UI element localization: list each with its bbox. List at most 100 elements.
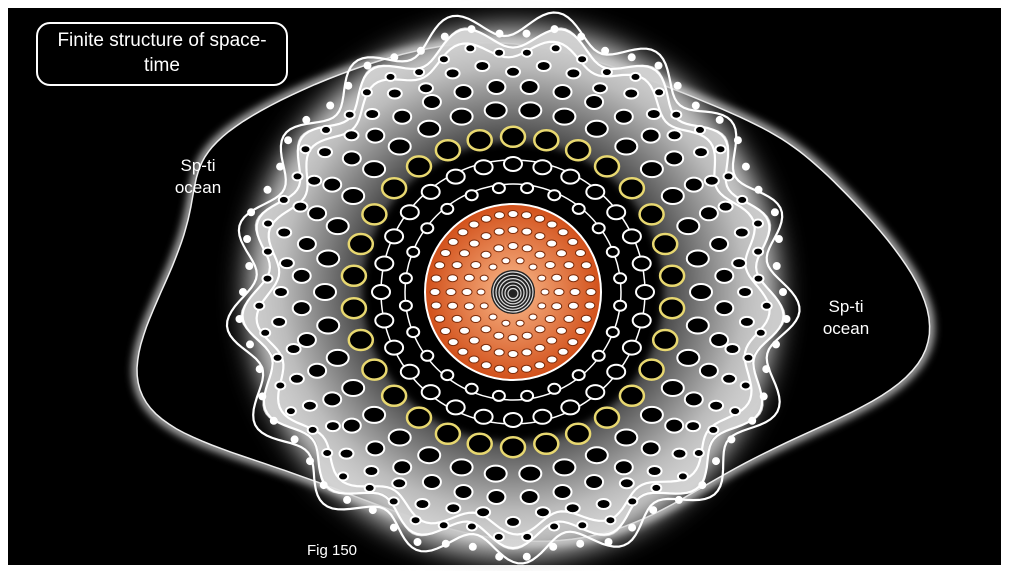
- cell: [752, 246, 765, 257]
- cell: [698, 481, 707, 490]
- cell: [505, 65, 521, 78]
- core-cell: [567, 274, 579, 283]
- cell: [639, 405, 664, 424]
- cell: [759, 392, 768, 401]
- cell: [390, 53, 399, 62]
- core-cell: [470, 315, 482, 323]
- cell: [754, 327, 767, 338]
- cell: [317, 146, 333, 159]
- core-cell: [440, 249, 451, 257]
- core-cell: [521, 331, 533, 340]
- cell: [413, 538, 422, 546]
- cell: [649, 506, 658, 515]
- core-cell: [551, 302, 563, 311]
- core-cell: [521, 348, 533, 357]
- core-cell: [447, 338, 459, 347]
- cell: [664, 150, 685, 167]
- cell: [754, 185, 763, 194]
- cell: [445, 502, 462, 515]
- cell: [307, 362, 328, 379]
- core-cell: [575, 249, 586, 257]
- core-cell: [457, 228, 469, 237]
- cell: [320, 124, 332, 135]
- cell: [417, 446, 442, 465]
- cell: [473, 408, 494, 425]
- nucleus-ring: [504, 284, 522, 302]
- cell: [261, 246, 274, 257]
- cell: [491, 182, 506, 195]
- cell: [434, 422, 462, 446]
- core-cell: [537, 274, 547, 282]
- cell: [341, 417, 362, 434]
- cell: [707, 424, 720, 435]
- cell: [362, 160, 387, 179]
- cell: [277, 194, 290, 205]
- cell: [614, 428, 639, 447]
- cell: [694, 124, 706, 135]
- cell: [722, 171, 735, 182]
- cell: [618, 176, 646, 200]
- cell: [605, 245, 620, 258]
- cell: [347, 328, 375, 352]
- cell: [521, 531, 534, 542]
- cell: [685, 249, 710, 268]
- ocean-label: Sp-ti ocean: [174, 156, 222, 198]
- cell: [564, 422, 592, 446]
- core-cell: [461, 288, 473, 296]
- cell: [269, 416, 278, 425]
- cell: [409, 515, 422, 526]
- cell: [552, 84, 573, 100]
- cell: [384, 71, 397, 82]
- cell: [717, 200, 734, 213]
- cell: [715, 115, 724, 124]
- cell: [658, 296, 686, 320]
- cell: [340, 296, 368, 320]
- cell: [444, 67, 461, 80]
- cell: [534, 506, 551, 519]
- core-cell: [501, 257, 511, 265]
- cell: [593, 406, 621, 429]
- core-cell: [534, 361, 546, 370]
- cell: [399, 204, 420, 221]
- core-cell: [447, 237, 459, 246]
- core-cell: [534, 343, 546, 352]
- cell: [606, 204, 627, 221]
- nucleus-ring: [492, 271, 534, 313]
- cell: [584, 474, 605, 490]
- cell: [738, 315, 755, 328]
- cell: [709, 332, 730, 348]
- cell: [406, 326, 421, 339]
- cell: [360, 87, 373, 98]
- core-cell: [470, 261, 482, 269]
- cell: [664, 417, 685, 434]
- core-cell: [468, 220, 480, 229]
- cell: [752, 218, 764, 229]
- cell: [306, 174, 323, 187]
- cell: [274, 380, 287, 391]
- cell: [519, 79, 540, 95]
- cell: [391, 477, 408, 490]
- cell: [549, 43, 562, 54]
- cell: [361, 358, 388, 381]
- cell: [518, 464, 543, 483]
- cell: [384, 228, 405, 245]
- cell: [325, 348, 350, 367]
- cell: [671, 447, 688, 460]
- cell: [623, 87, 640, 100]
- cell: [552, 458, 577, 477]
- cell: [621, 339, 642, 356]
- cell: [714, 300, 735, 317]
- cell: [520, 389, 535, 402]
- cell: [618, 384, 646, 408]
- cell: [547, 382, 562, 395]
- core-cell: [480, 232, 492, 241]
- cell: [239, 288, 247, 296]
- cell: [253, 300, 266, 311]
- core-cell: [501, 319, 511, 327]
- cell: [670, 109, 683, 120]
- cell: [389, 523, 398, 532]
- core-cell: [507, 226, 519, 234]
- cell: [676, 217, 701, 236]
- core-cell: [515, 319, 525, 327]
